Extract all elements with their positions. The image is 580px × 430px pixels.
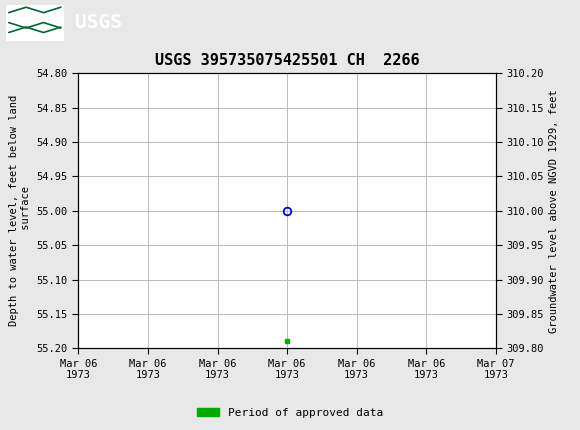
Legend: Period of approved data: Period of approved data (193, 403, 387, 422)
Y-axis label: Groundwater level above NGVD 1929, feet: Groundwater level above NGVD 1929, feet (549, 89, 559, 332)
Y-axis label: Depth to water level, feet below land
 surface: Depth to water level, feet below land su… (9, 95, 31, 326)
Bar (6, 4, 64, 41)
Title: USGS 395735075425501 CH  2266: USGS 395735075425501 CH 2266 (155, 53, 419, 68)
Text: USGS: USGS (75, 13, 122, 32)
